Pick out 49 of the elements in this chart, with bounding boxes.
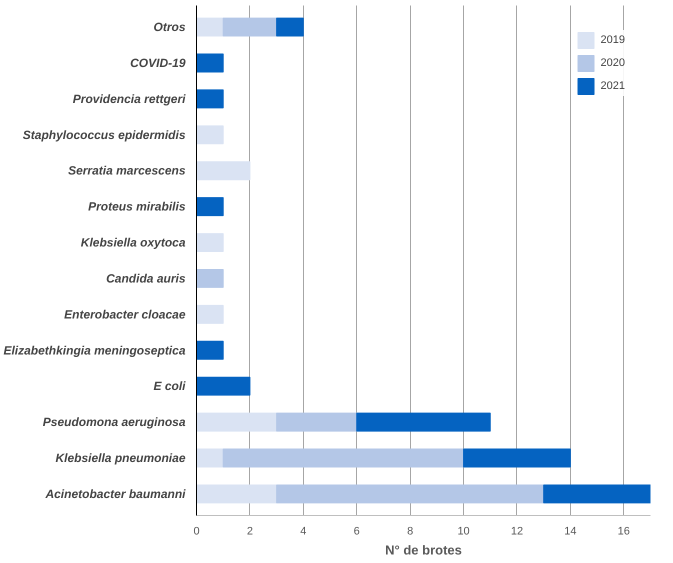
x-tick-label: 6	[354, 526, 360, 538]
x-tick-label: 14	[564, 526, 577, 538]
x-tick-label: 0	[193, 526, 200, 538]
y-tick-label: Proteus mirabilis	[88, 200, 186, 214]
y-tick-label: Serratia marcescens	[68, 164, 186, 178]
x-tick-label: 16	[618, 526, 630, 538]
y-tick-label: Pseudomona aeruginosa	[42, 415, 186, 430]
x-tick-label: 2	[246, 526, 253, 538]
x-tick-label: 4	[300, 526, 306, 538]
y-tick-label: Acinetobacter baumanni	[44, 486, 186, 501]
bar	[196, 484, 278, 504]
y-tick-label: Enterobacter cloacae	[64, 307, 186, 322]
y-tick-label: COVID-19	[130, 56, 186, 70]
y-tick-label: Klebsiella oxytoca	[80, 236, 186, 250]
bar	[196, 376, 250, 396]
bar	[196, 304, 224, 324]
bar	[463, 448, 571, 468]
bar	[196, 89, 224, 108]
bar	[196, 448, 224, 468]
x-axis-title: N° de brotes	[385, 542, 462, 558]
legend-label: 2020	[600, 57, 625, 69]
bar	[196, 340, 224, 360]
y-tick-label: Otros	[153, 20, 186, 34]
bar	[196, 412, 278, 432]
y-tick-label: Staphylococcus epidermidis	[22, 128, 186, 142]
y-tick-label: Providencia rettgeri	[72, 92, 186, 106]
bar	[222, 448, 464, 468]
bar	[196, 53, 224, 72]
bar	[356, 412, 491, 432]
y-tick-label: Candida auris	[106, 271, 186, 286]
bar	[543, 484, 650, 504]
bar	[196, 125, 224, 144]
bar	[196, 268, 224, 288]
bar	[276, 412, 358, 432]
legend-label: 2019	[600, 34, 625, 46]
y-tick-label: E coli	[153, 379, 186, 394]
y-tick-label: Klebsiella pneumoniae	[55, 451, 186, 466]
y-tick-label: Elizabethkingia meningoseptica	[3, 343, 186, 358]
bar	[222, 18, 278, 37]
bar	[196, 233, 224, 252]
bar	[196, 197, 224, 216]
x-tick-label: 10	[457, 526, 470, 538]
bar	[196, 18, 224, 37]
x-tick-label: 12	[510, 526, 524, 538]
bar	[196, 161, 250, 180]
legend-label: 2021	[600, 80, 625, 92]
x-tick-label: 8	[407, 526, 414, 538]
bar	[276, 18, 304, 37]
bar	[276, 484, 544, 504]
